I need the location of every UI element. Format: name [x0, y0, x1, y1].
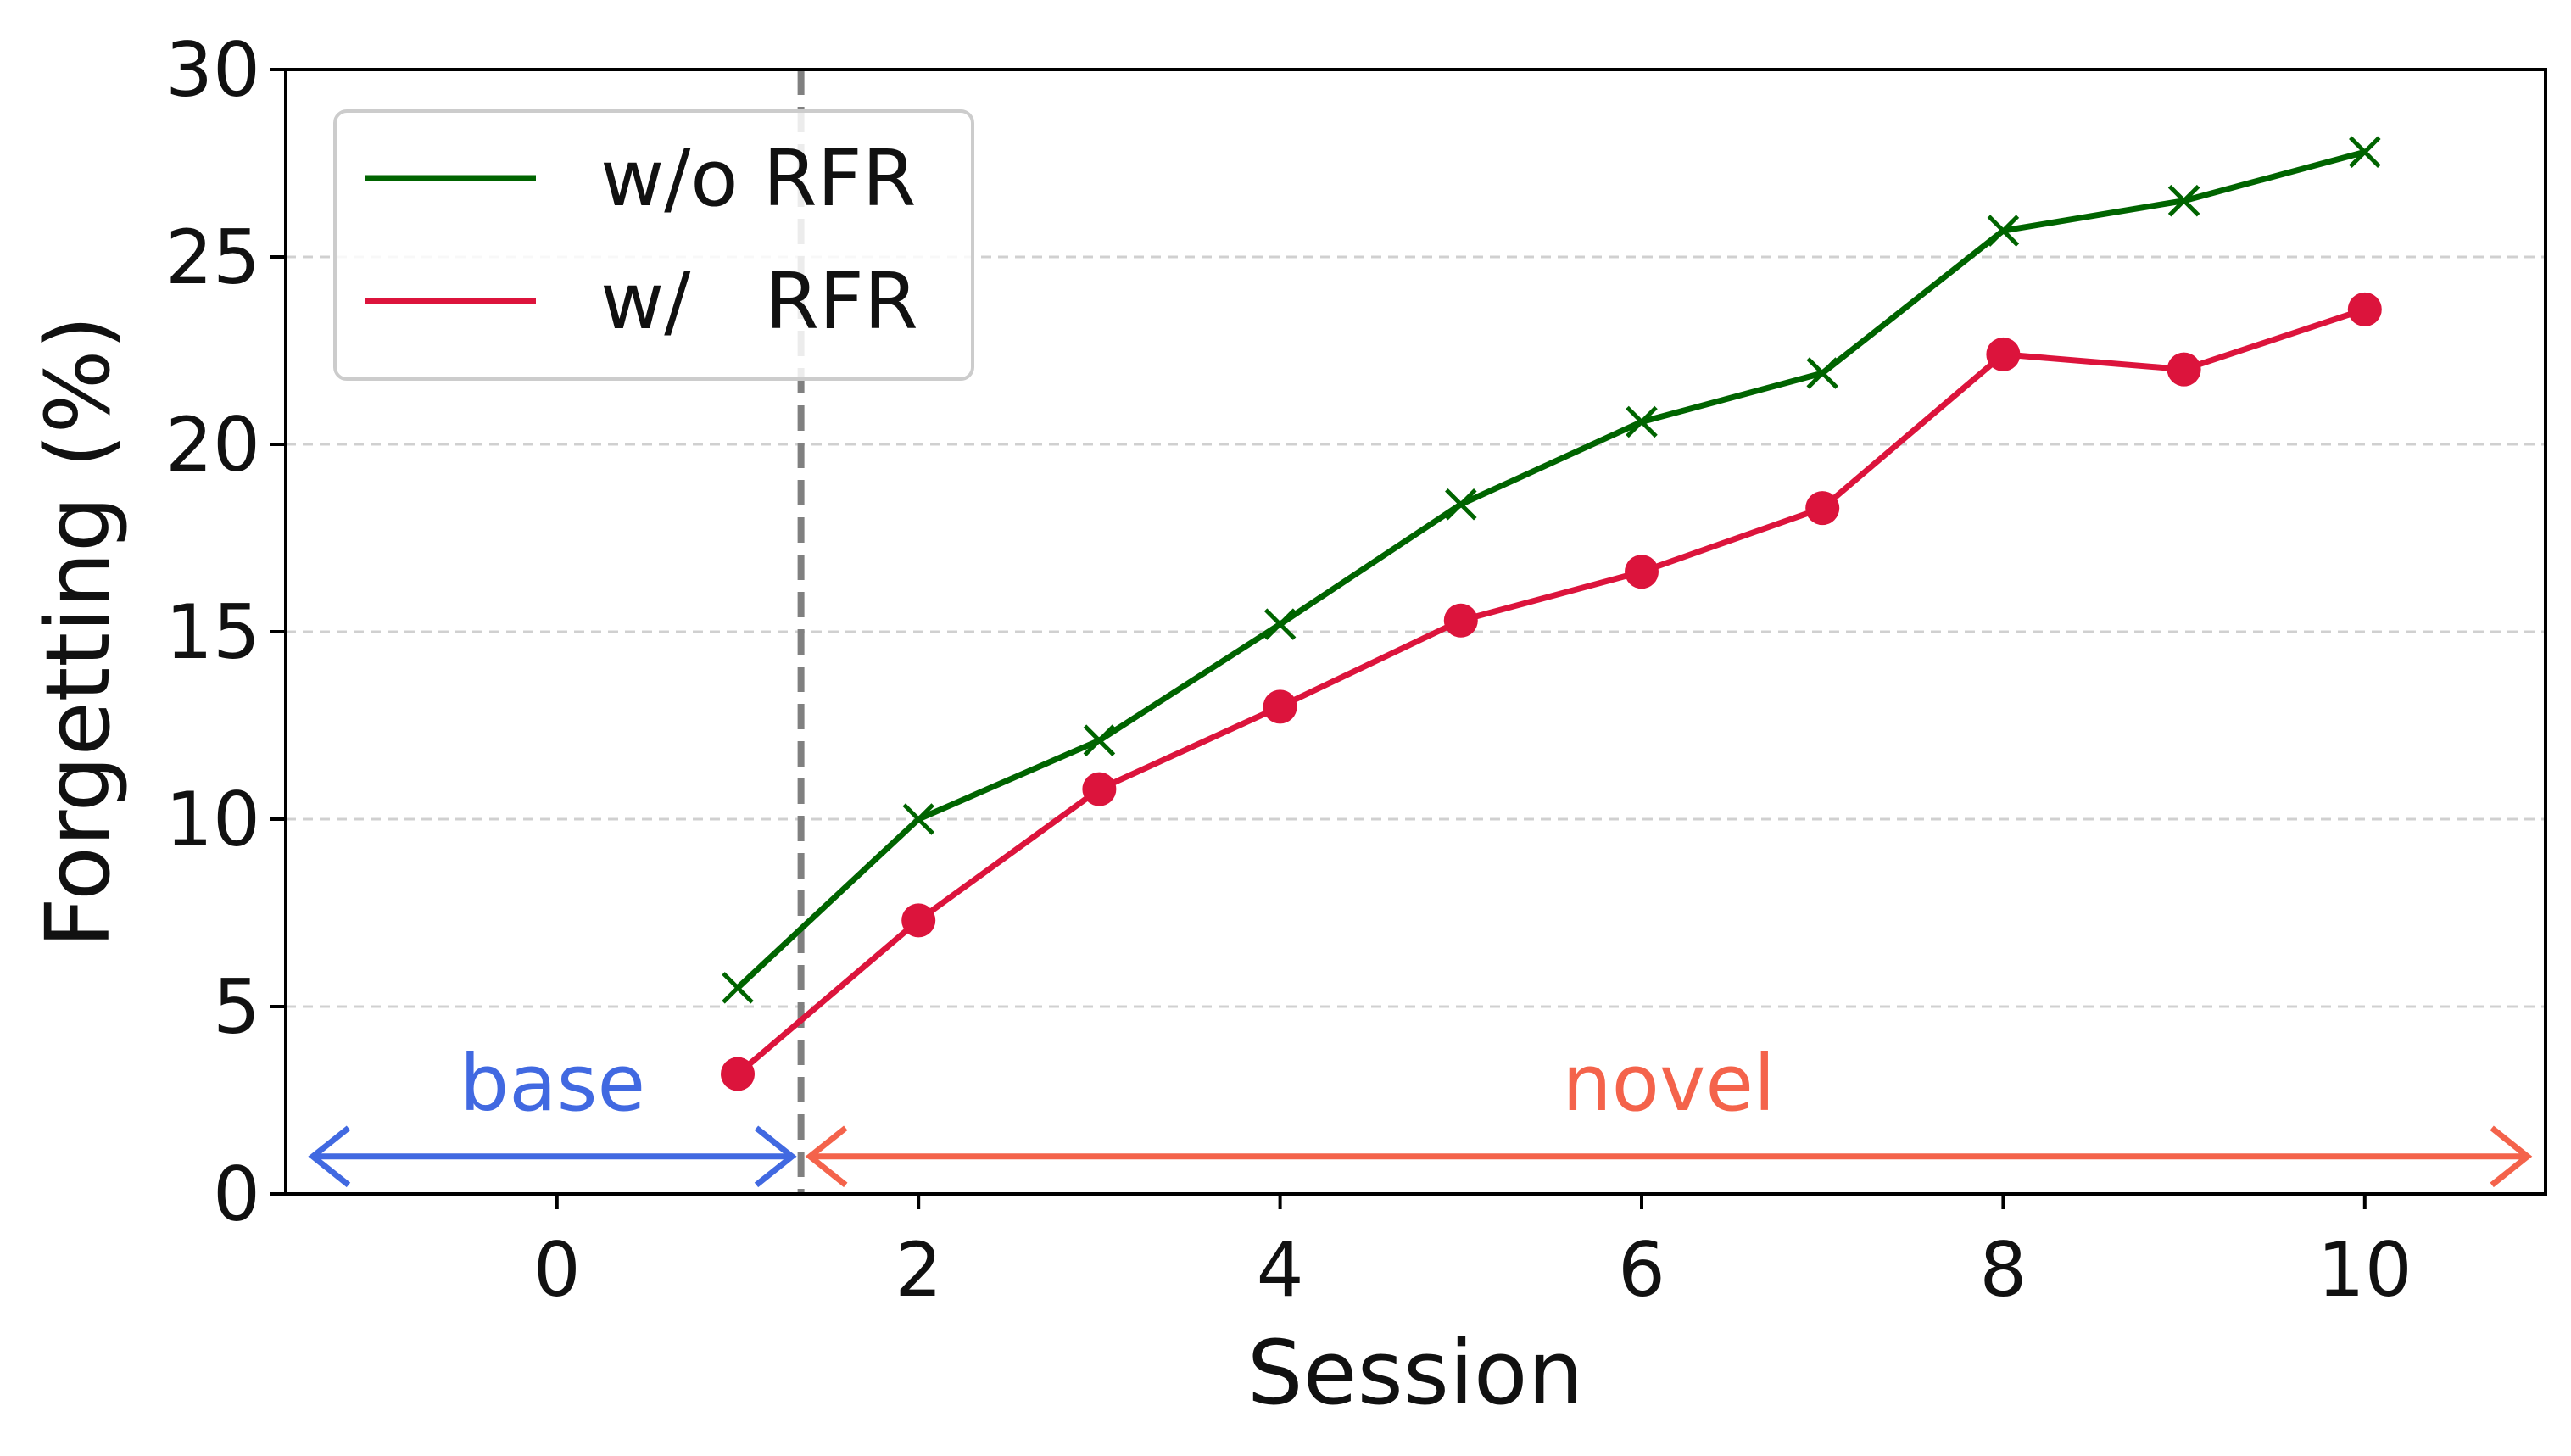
- region-label-novel: novel: [1562, 1038, 1775, 1129]
- data-point-x-marker: [1806, 357, 1838, 389]
- y-tick-label: 0: [213, 1151, 260, 1238]
- data-point-x-marker: [1445, 488, 1477, 521]
- data-point-circle-marker: [901, 903, 936, 938]
- data-point-circle-marker: [721, 1057, 755, 1091]
- data-point-x-marker: [1987, 215, 2020, 247]
- y-tick-label: 10: [165, 776, 260, 863]
- y-tick-label: 5: [213, 963, 260, 1051]
- x-tick-label: 2: [895, 1226, 942, 1314]
- legend-label-w-rfr: w/ RFR: [600, 256, 918, 347]
- data-point-circle-marker: [1443, 603, 1478, 638]
- series-line-0: [735, 148, 2366, 990]
- y-tick-label: 25: [165, 214, 260, 301]
- region-label-base: base: [460, 1038, 645, 1129]
- data-point-circle-marker: [1805, 491, 1840, 526]
- data-point-circle-marker: [2167, 352, 2201, 387]
- region-arrowhead-right: [754, 1125, 797, 1188]
- y-tick-label: 15: [165, 589, 260, 676]
- x-tick-label: 10: [2317, 1226, 2412, 1314]
- y-tick-label: 30: [165, 26, 260, 114]
- plot-frame: [284, 68, 2547, 1196]
- axis-ticks: 0 5 10 15 20 25 30 0 2 4 6 8 10: [165, 26, 2412, 1314]
- data-point-circle-marker: [2347, 292, 2382, 326]
- y-axis-label: Forgetting (%): [26, 315, 130, 948]
- data-point-x-marker: [2167, 184, 2200, 217]
- region-arrowhead-left: [308, 1125, 351, 1188]
- series-line-1: [735, 306, 2366, 1077]
- legend: w/o RFR w/ RFR: [333, 109, 974, 381]
- data-point-circle-marker: [1263, 689, 1297, 724]
- x-tick-label: 4: [1257, 1226, 1304, 1314]
- y-tick-label: 20: [165, 401, 260, 488]
- x-axis-label: Session: [1247, 1321, 1584, 1425]
- data-point-circle-marker: [1082, 772, 1117, 806]
- region-annotations: base novel: [308, 70, 2533, 1194]
- data-point-x-marker: [902, 803, 934, 835]
- x-tick-label: 6: [1618, 1226, 1665, 1314]
- grid-lines: [286, 255, 2546, 1008]
- x-tick-label: 8: [1979, 1226, 2027, 1314]
- data-point-circle-marker: [1625, 555, 1659, 589]
- region-arrowhead-right: [2490, 1125, 2533, 1188]
- series-layer: [721, 136, 2382, 1091]
- data-point-circle-marker: [1986, 337, 2021, 371]
- data-point-x-marker: [2349, 136, 2381, 169]
- data-point-x-marker: [722, 972, 754, 1004]
- data-point-x-marker: [1263, 608, 1297, 640]
- x-tick-label: 0: [533, 1226, 581, 1314]
- legend-label-wo-rfr: w/o RFR: [600, 133, 917, 224]
- data-point-x-marker: [1083, 724, 1116, 756]
- data-point-x-marker: [1626, 405, 1658, 438]
- region-arrowhead-left: [805, 1125, 848, 1188]
